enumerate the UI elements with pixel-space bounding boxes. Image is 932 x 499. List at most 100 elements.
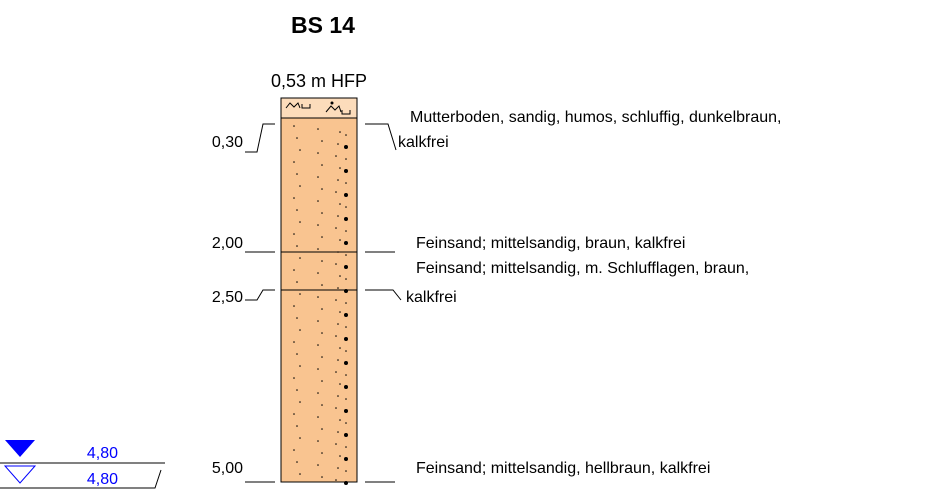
- sand-dot: [299, 293, 301, 295]
- top-label: 0,53 m HFP: [271, 71, 367, 91]
- sand-dot: [321, 332, 323, 334]
- sand-dot: [339, 131, 341, 133]
- sand-dot: [345, 470, 347, 472]
- sand-dot: [335, 227, 337, 229]
- depth-label: 0,30: [212, 134, 243, 151]
- sand-dot: [317, 152, 319, 154]
- description: Mutterboden, sandig, humos, schluffig, d…: [410, 109, 782, 126]
- description: kalkfrei: [398, 134, 449, 151]
- sand-dot: [337, 467, 339, 469]
- depth-label: 2,00: [212, 235, 243, 252]
- column: [280, 97, 358, 485]
- sand-dot: [321, 140, 323, 142]
- sand-dot: [339, 167, 341, 169]
- sand-dot: [335, 407, 337, 409]
- water-level-symbol: [5, 440, 35, 457]
- sand-dot: [337, 431, 339, 433]
- sand-dot: [293, 413, 295, 415]
- sand-dot: [345, 230, 347, 232]
- sand-dot: [335, 191, 337, 193]
- sand-dot: [317, 272, 319, 274]
- sand-dot: [344, 193, 348, 197]
- sand-dot: [299, 437, 301, 439]
- sand-dot: [321, 188, 323, 190]
- title: BS 14: [291, 12, 355, 38]
- sand-dot: [296, 461, 298, 463]
- sand-dot: [339, 311, 341, 313]
- sand-dot: [339, 275, 341, 277]
- sand-dot: [299, 329, 301, 331]
- sand-dot: [344, 385, 348, 389]
- sand-dot: [321, 164, 323, 166]
- sand-dot: [317, 224, 319, 226]
- sand-dot: [321, 452, 323, 454]
- depth-label: 2,50: [212, 289, 243, 306]
- description: kalkfrei: [406, 289, 457, 306]
- sand-dot: [337, 395, 339, 397]
- sand-dot: [317, 296, 319, 298]
- description: Feinsand; mittelsandig, hellbraun, kalkf…: [416, 460, 710, 477]
- leader: [365, 123, 397, 151]
- sand-dot: [339, 455, 341, 457]
- sand-dot: [335, 479, 337, 481]
- sand-dot: [335, 263, 337, 265]
- sand-dot: [317, 440, 319, 442]
- description: Feinsand; mittelsandig, braun, kalkfrei: [416, 235, 685, 252]
- sand-dot: [345, 158, 347, 160]
- sand-dot: [321, 212, 323, 214]
- water-level-line: [0, 469, 162, 489]
- silt-symbol: [341, 110, 351, 115]
- sand-dot: [293, 269, 295, 271]
- sand-dot: [335, 443, 337, 445]
- sand-dot: [317, 248, 319, 250]
- sand-dot: [345, 206, 347, 208]
- sand-dot: [345, 350, 347, 352]
- sand-dot: [335, 371, 337, 373]
- sand-dot: [317, 368, 319, 370]
- sand-dot: [321, 236, 323, 238]
- leader: [245, 123, 275, 153]
- sand-dot: [296, 245, 298, 247]
- sand-dot: [317, 416, 319, 418]
- sand-dot: [317, 320, 319, 322]
- sand-dot: [339, 419, 341, 421]
- sand-dot: [299, 365, 301, 367]
- sand-dot: [345, 182, 347, 184]
- sand-dot: [337, 179, 339, 181]
- water-level-label: 4,80: [87, 471, 118, 488]
- sand-dot: [317, 464, 319, 466]
- sand-dot: [335, 155, 337, 157]
- sand-dot: [296, 389, 298, 391]
- sand-dot: [299, 473, 301, 475]
- sand-dot: [321, 476, 323, 478]
- sand-dot: [344, 169, 348, 173]
- sand-dot: [296, 137, 298, 139]
- sand-dot: [293, 233, 295, 235]
- sand-dot: [344, 409, 348, 413]
- sand-dot: [345, 278, 347, 280]
- sand-dot: [317, 392, 319, 394]
- sand-dot: [344, 289, 348, 293]
- leader: [365, 289, 402, 301]
- sand-dot: [337, 323, 339, 325]
- sand-dot: [317, 200, 319, 202]
- depth-label: 5,00: [212, 460, 243, 477]
- sand-dot: [344, 433, 348, 437]
- humus-symbol: [325, 105, 342, 113]
- sand-dot: [344, 481, 348, 485]
- sand-dot: [293, 125, 295, 127]
- sand-dot: [293, 341, 295, 343]
- sand-dot: [317, 344, 319, 346]
- sand-dot: [293, 197, 295, 199]
- sand-dot: [344, 361, 348, 365]
- sand-dot: [321, 308, 323, 310]
- sand-dot: [337, 287, 339, 289]
- sand-dot: [344, 337, 348, 341]
- sand-dot: [345, 134, 347, 136]
- sand-dot: [337, 251, 339, 253]
- sand-dot: [345, 422, 347, 424]
- sand-dot: [321, 404, 323, 406]
- sand-dot: [299, 221, 301, 223]
- sand-dot: [296, 317, 298, 319]
